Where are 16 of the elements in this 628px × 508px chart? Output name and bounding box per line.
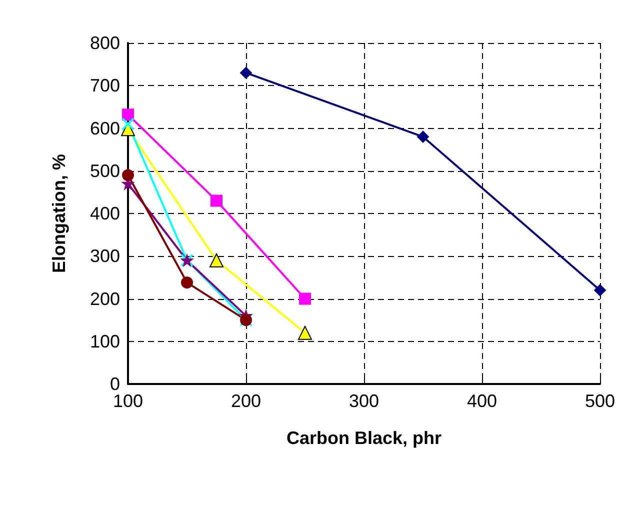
x-tick-label: 400 xyxy=(466,391,498,411)
y-tick-label: 700 xyxy=(90,76,120,96)
x-tick-label: 500 xyxy=(584,391,616,411)
x-tick-label: 300 xyxy=(348,391,380,411)
y-tick-label: 600 xyxy=(90,118,120,138)
x-tick-label: 200 xyxy=(230,391,262,411)
y-tick-label: 300 xyxy=(90,246,120,266)
y-tick-label: 400 xyxy=(90,204,120,224)
y-tick-label: 500 xyxy=(90,160,120,181)
y-tick-label: 800 xyxy=(90,33,120,53)
y-tick-label: 100 xyxy=(90,331,120,352)
x-tick-label: 100 xyxy=(112,391,144,411)
y-tick-label: 200 xyxy=(90,288,120,309)
y-tick-label: 0 xyxy=(110,374,120,394)
y-axis-title: Elongation, % xyxy=(49,154,69,273)
x-axis-title: Carbon Black, phr xyxy=(286,428,442,448)
